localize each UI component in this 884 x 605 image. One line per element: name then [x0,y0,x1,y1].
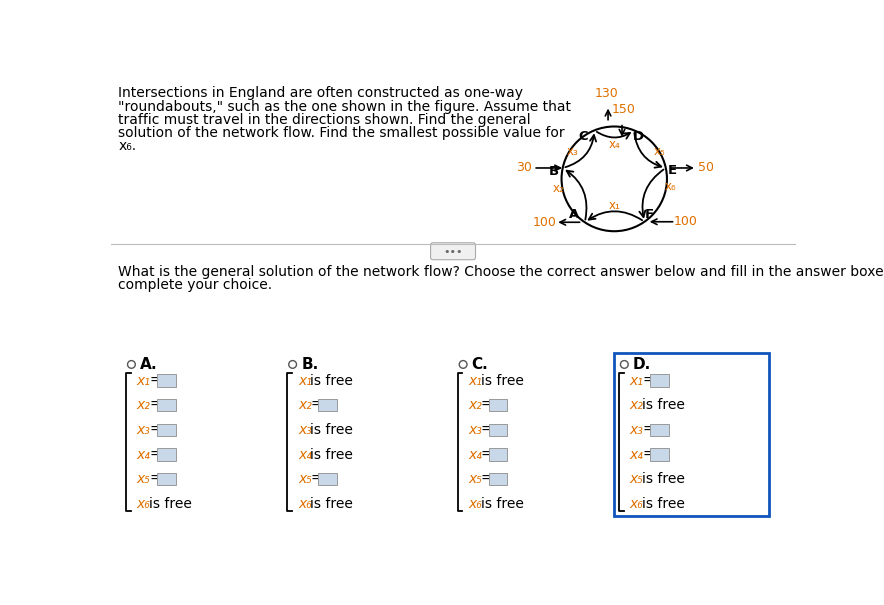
Text: x₅: x₅ [654,145,666,158]
Text: =: = [481,448,492,462]
Text: x₃: x₃ [137,423,151,437]
FancyBboxPatch shape [157,374,176,387]
Text: is free: is free [310,423,354,437]
Text: x₆: x₆ [298,497,312,511]
Text: x₂: x₂ [469,398,483,412]
Text: x₅: x₅ [298,472,312,486]
Text: B.: B. [301,357,318,372]
Text: is free: is free [310,374,354,388]
Text: x₃: x₃ [629,423,644,437]
Text: x₄: x₄ [298,448,312,462]
Text: x₄: x₄ [469,448,483,462]
Text: x₅: x₅ [137,472,151,486]
FancyBboxPatch shape [157,448,176,460]
Text: F: F [644,208,653,221]
Text: is free: is free [642,472,685,486]
Text: 130: 130 [595,87,619,100]
Text: =: = [481,472,492,486]
Text: D: D [632,130,644,143]
Text: What is the general solution of the network flow? Choose the correct answer belo: What is the general solution of the netw… [118,265,884,279]
Text: 100: 100 [674,215,697,228]
Text: x₄: x₄ [137,448,151,462]
Text: x₂: x₂ [553,182,565,195]
Text: is free: is free [310,497,354,511]
Text: x₁: x₁ [469,374,483,388]
Text: =: = [642,374,654,388]
Text: x₄: x₄ [629,448,644,462]
Text: is free: is free [310,448,354,462]
Text: is free: is free [642,398,685,412]
Text: x₃: x₃ [567,145,578,158]
FancyBboxPatch shape [614,353,769,516]
FancyBboxPatch shape [489,424,507,436]
Text: is free: is free [149,497,192,511]
Text: 30: 30 [516,162,532,174]
Text: =: = [149,448,161,462]
Text: =: = [149,472,161,486]
Text: =: = [149,398,161,412]
Text: x₆: x₆ [664,180,676,193]
Text: =: = [149,374,161,388]
Text: is free: is free [481,374,524,388]
FancyBboxPatch shape [157,424,176,436]
Text: x₆: x₆ [469,497,483,511]
Text: =: = [310,472,322,486]
FancyBboxPatch shape [489,399,507,411]
Text: E: E [667,164,676,177]
FancyBboxPatch shape [318,473,337,485]
FancyBboxPatch shape [157,473,176,485]
Text: •••: ••• [443,247,463,257]
FancyBboxPatch shape [650,424,668,436]
Text: Intersections in England are often constructed as one-way: Intersections in England are often const… [118,87,523,100]
Text: =: = [481,398,492,412]
Text: "roundabouts," such as the one shown in the figure. Assume that: "roundabouts," such as the one shown in … [118,100,571,114]
Text: 50: 50 [698,162,714,174]
Text: x₆: x₆ [629,497,644,511]
Text: x₅: x₅ [629,472,644,486]
Text: C.: C. [472,357,488,372]
Text: x₆: x₆ [137,497,151,511]
Text: =: = [642,448,654,462]
Text: is free: is free [481,497,524,511]
FancyBboxPatch shape [318,399,337,411]
Text: is free: is free [642,497,685,511]
Text: x₂: x₂ [137,398,151,412]
Text: =: = [642,423,654,437]
Text: 100: 100 [532,216,556,229]
Text: x₄: x₄ [609,138,621,151]
FancyBboxPatch shape [650,448,668,460]
Text: solution of the network flow. Find the smallest possible value for: solution of the network flow. Find the s… [118,126,565,140]
Text: x₂: x₂ [629,398,644,412]
Text: traffic must travel in the directions shown. Find the general: traffic must travel in the directions sh… [118,113,531,126]
Text: x₁: x₁ [629,374,644,388]
Text: C: C [579,130,589,143]
Text: x₁: x₁ [609,200,621,212]
Text: =: = [481,423,492,437]
FancyBboxPatch shape [650,374,668,387]
Text: x₃: x₃ [298,423,312,437]
Text: A: A [568,208,579,221]
Text: =: = [149,423,161,437]
FancyBboxPatch shape [489,448,507,460]
FancyBboxPatch shape [489,473,507,485]
FancyBboxPatch shape [431,243,476,260]
Text: D.: D. [633,357,652,372]
FancyBboxPatch shape [157,399,176,411]
Text: x₁: x₁ [137,374,151,388]
Text: B: B [548,165,559,178]
Text: x₁: x₁ [298,374,312,388]
Text: x₂: x₂ [298,398,312,412]
Text: =: = [310,398,322,412]
Text: complete your choice.: complete your choice. [118,278,272,292]
Text: x₃: x₃ [469,423,483,437]
Text: A.: A. [140,357,157,372]
Text: x₆.: x₆. [118,139,136,153]
Text: x₅: x₅ [469,472,483,486]
Text: 150: 150 [612,103,636,117]
